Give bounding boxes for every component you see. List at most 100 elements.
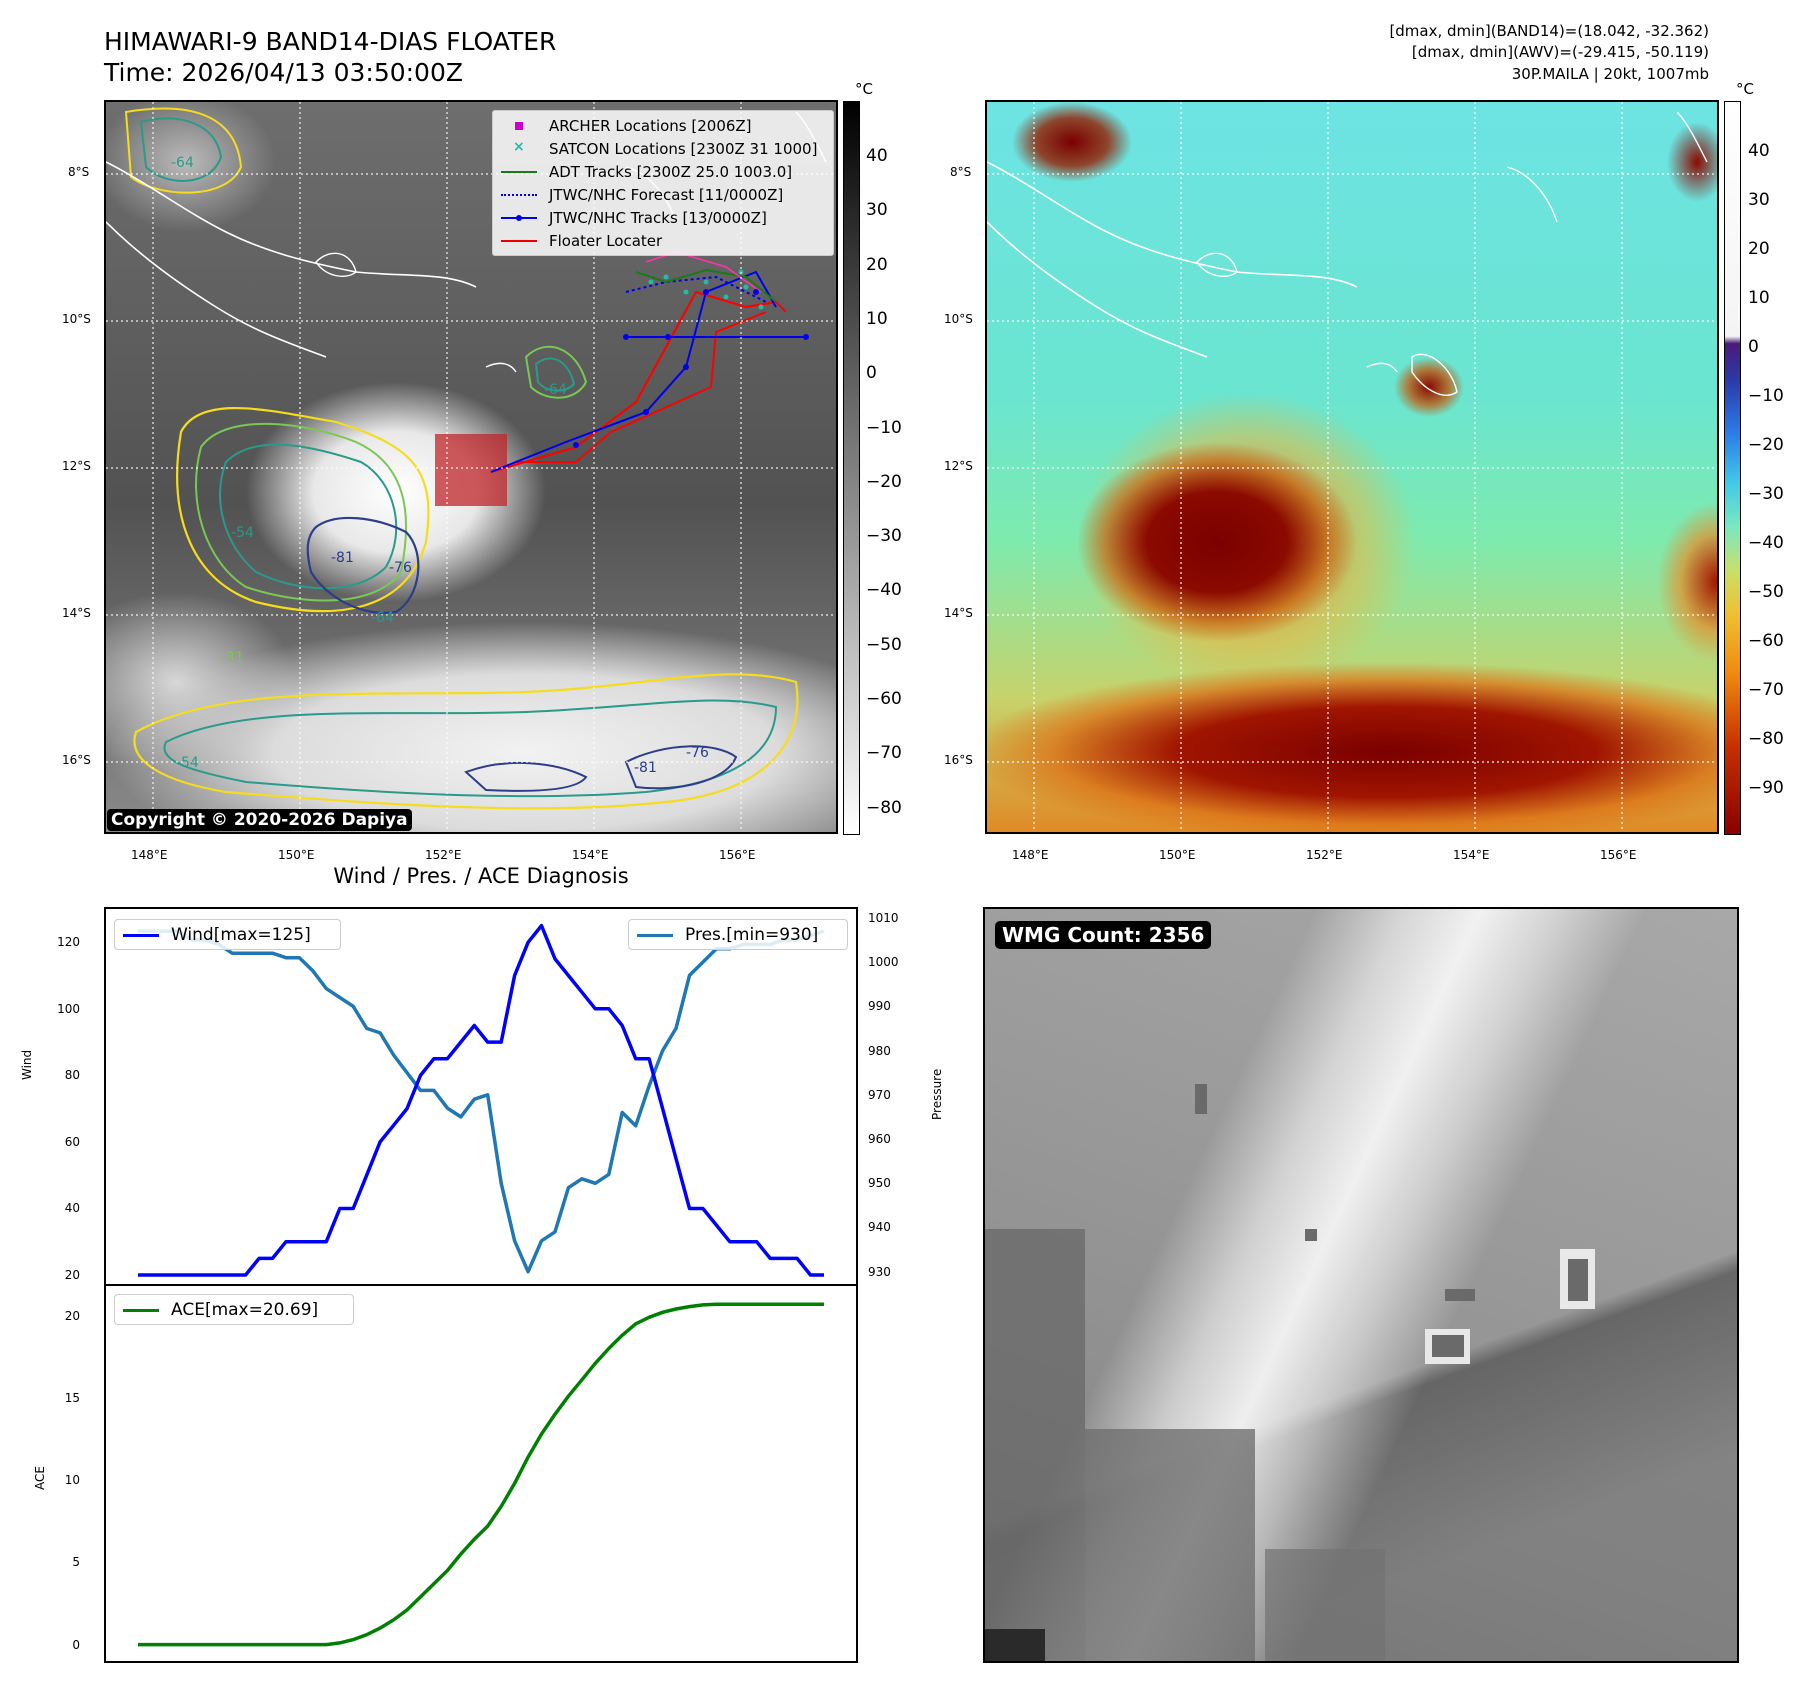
colorbar-tick-label: 10 <box>1748 288 1770 308</box>
colorbar-tick-label: −40 <box>866 580 902 601</box>
colorbar-tick-label: −70 <box>1748 680 1784 700</box>
wmg-texture <box>985 1084 1595 1661</box>
lat-label: 14°S <box>62 606 91 620</box>
lon-label: 152°E <box>425 848 462 862</box>
band14-map-panel: -64 -54 -81 -76 -64 -31 -54 -81 -76 -64 … <box>104 100 838 834</box>
colorbar-tick-label: 30 <box>866 200 888 221</box>
dotted-line-icon <box>501 190 537 200</box>
colorbar-tick-label: −50 <box>866 634 902 655</box>
wmg-count-badge: WMG Count: 2356 <box>995 921 1212 949</box>
square-marker-icon <box>501 121 537 131</box>
axis-tick-label: 5 <box>72 1555 80 1569</box>
ace-plot: ACE[max=20.69] <box>104 1284 858 1663</box>
axis-tick-label: 0 <box>72 1638 80 1652</box>
contour-label: -31 <box>221 650 244 666</box>
line-dot-icon <box>501 213 537 223</box>
awv-map-panel <box>985 100 1719 834</box>
solid-line-icon <box>501 236 537 246</box>
colorbar-tick-label: −80 <box>1748 729 1784 749</box>
axis-tick-label: 970 <box>868 1088 891 1102</box>
ace-axis-label: ACE <box>33 1466 47 1490</box>
axis-tick-label: 10 <box>64 1473 80 1487</box>
axis-tick-label: 940 <box>868 1220 891 1234</box>
pressure-legend: Pres.[min=930] <box>628 919 848 950</box>
contour-label: -81 <box>634 760 657 776</box>
legend-archer: ARCHER Locations [2006Z] <box>501 114 825 137</box>
axis-tick-label: 990 <box>868 999 891 1013</box>
axis-tick-label: 950 <box>868 1176 891 1190</box>
contour-label: -64 <box>544 382 567 398</box>
pressure-series-line <box>138 929 825 1274</box>
colorbar-tick-label: −50 <box>1748 582 1784 602</box>
lon-label: 154°E <box>1453 848 1490 862</box>
wind-pressure-svg <box>138 923 825 1277</box>
colorbar-tick-label: −10 <box>1748 386 1784 406</box>
wind-line-icon <box>123 930 159 940</box>
axis-tick-label: 120 <box>57 935 80 949</box>
contour-label: -64 <box>371 610 394 626</box>
ace-series-line <box>138 1302 824 1647</box>
info-line2: [dmax, dmin](AWV)=(-29.415, -50.119) <box>1411 43 1709 61</box>
colorbar-tick-label: −20 <box>866 471 902 492</box>
contour-label: -54 <box>231 525 254 541</box>
lon-label: 150°E <box>1159 848 1196 862</box>
lat-label: 10°S <box>944 312 973 326</box>
colorbar-tick-label: −60 <box>866 689 902 709</box>
colorbar-tick-label: 10 <box>866 308 888 329</box>
ace-svg <box>138 1302 824 1647</box>
lat-label: 16°S <box>62 753 91 767</box>
figure-title-line1: HIMAWARI-9 BAND14-DIAS FLOATER <box>104 27 557 56</box>
colorbar-tick-label: 30 <box>1748 190 1770 210</box>
colorbar-tick-label: 0 <box>866 363 877 384</box>
left-colorbar <box>843 101 860 835</box>
colorbar-tick-label: −30 <box>1748 484 1784 504</box>
colorbar-tick-label: 40 <box>1748 141 1770 161</box>
pressure-axis-label: Pressure <box>930 1068 944 1120</box>
axis-tick-label: 60 <box>64 1135 80 1149</box>
lat-label: 14°S <box>944 606 973 620</box>
colorbar-tick-label: −60 <box>1748 631 1784 651</box>
colorbar-tick-label: −10 <box>866 417 902 438</box>
x-marker-icon: × <box>513 138 525 155</box>
wind-pressure-plot: Wind[max=125] Pres.[min=930] <box>104 907 858 1285</box>
lon-label: 156°E <box>1600 848 1637 862</box>
legend-jtwc-forecast: JTWC/NHC Forecast [11/0000Z] <box>501 183 825 206</box>
ace-legend: ACE[max=20.69] <box>114 1294 354 1325</box>
copyright-badge: Copyright © 2020-2026 Dapiya <box>107 809 412 831</box>
lat-label: 8°S <box>950 165 972 179</box>
wind-series-line <box>138 923 824 1277</box>
contour-label: -81 <box>331 550 354 566</box>
ace-line-icon <box>123 1305 159 1315</box>
axis-tick-label: 1010 <box>868 911 899 925</box>
wind-legend: Wind[max=125] <box>114 919 341 950</box>
legend-adt: ADT Tracks [2300Z 25.0 1003.0] <box>501 160 825 183</box>
lon-label: 152°E <box>1306 848 1343 862</box>
colorbar-tick-label: −80 <box>866 797 902 818</box>
figure-title-line2: Time: 2026/04/13 03:50:00Z <box>104 58 463 87</box>
colorbar-tick-label: 20 <box>1748 239 1770 259</box>
axis-tick-label: 80 <box>64 1068 80 1082</box>
lat-label: 10°S <box>62 312 91 326</box>
lon-label: 148°E <box>131 848 168 862</box>
colorbar-tick-label: −90 <box>1748 778 1784 798</box>
contour-label: -64 <box>171 155 194 171</box>
right-colorbar <box>1724 101 1741 835</box>
lat-label: 12°S <box>62 459 91 473</box>
axis-tick-label: 980 <box>868 1044 891 1058</box>
colorbar-tick-label: −40 <box>1748 533 1784 553</box>
lon-label: 150°E <box>278 848 315 862</box>
info-line1: [dmax, dmin](BAND14)=(18.042, -32.362) <box>1389 22 1709 40</box>
left-colorbar-unit: °C <box>855 80 873 98</box>
colorbar-tick-label: −70 <box>866 743 902 764</box>
lat-label: 12°S <box>944 459 973 473</box>
lon-label: 154°E <box>572 848 609 862</box>
legend-floater: Floater Locater <box>501 229 825 252</box>
colorbar-tick-label: 0 <box>1748 337 1759 357</box>
map-legend: ARCHER Locations [2006Z] × SATCON Locati… <box>492 110 834 256</box>
colorbar-tick-label: −20 <box>1748 435 1784 455</box>
lat-label: 8°S <box>68 165 90 179</box>
lon-label: 148°E <box>1012 848 1049 862</box>
contour-label: -76 <box>389 560 412 576</box>
band14-overlay: -64 -54 -81 -76 -64 -31 -54 -81 -76 -64 <box>106 102 836 832</box>
colorbar-tick-label: 40 <box>866 146 888 166</box>
